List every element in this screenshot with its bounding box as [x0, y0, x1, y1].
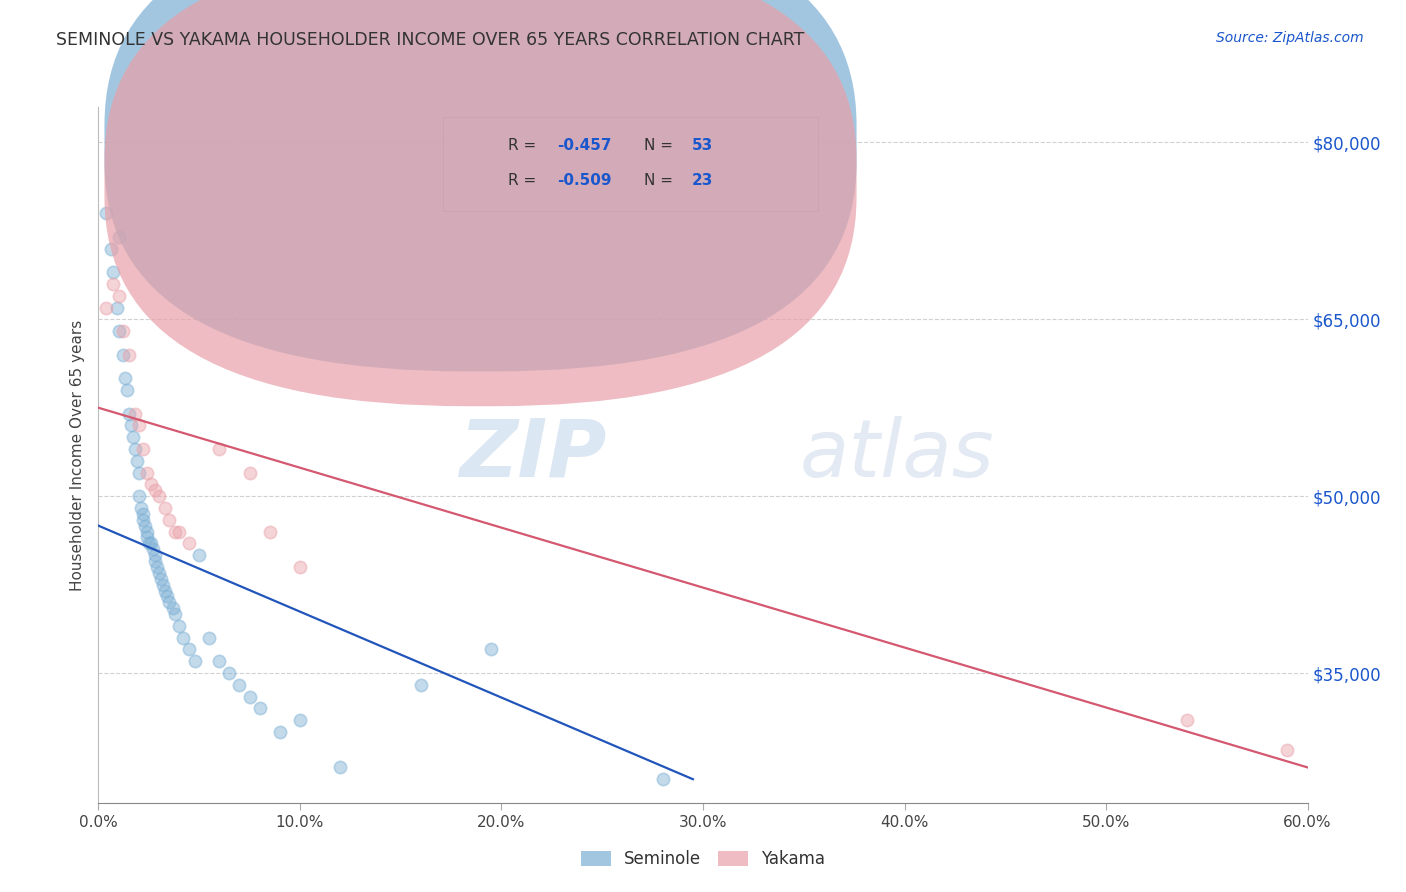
Point: [128, 489, 150, 503]
Text: R =: R =: [509, 173, 541, 188]
Point: [107, 324, 129, 338]
Point: [153, 500, 176, 515]
Point: [134, 518, 156, 533]
Point: [409, 678, 432, 692]
Point: [107, 289, 129, 303]
Point: [128, 466, 150, 480]
Point: [162, 601, 184, 615]
Point: [172, 631, 194, 645]
Text: ZIP: ZIP: [458, 416, 606, 494]
Legend: Seminole, Yakama: Seminole, Yakama: [574, 843, 832, 874]
FancyBboxPatch shape: [443, 118, 818, 211]
Point: [208, 442, 231, 456]
Point: [239, 466, 262, 480]
Point: [146, 560, 169, 574]
Point: [105, 301, 128, 315]
Point: [132, 507, 155, 521]
Point: [157, 595, 180, 609]
Point: [118, 407, 141, 421]
Text: SEMINOLE VS YAKAMA HOUSEHOLDER INCOME OVER 65 YEARS CORRELATION CHART: SEMINOLE VS YAKAMA HOUSEHOLDER INCOME OV…: [56, 31, 804, 49]
Text: Source: ZipAtlas.com: Source: ZipAtlas.com: [1216, 31, 1364, 45]
Point: [100, 242, 122, 256]
Point: [167, 619, 190, 633]
Point: [135, 466, 157, 480]
Point: [1277, 743, 1299, 757]
Point: [132, 442, 155, 456]
Text: -0.457: -0.457: [557, 138, 612, 153]
Point: [107, 229, 129, 244]
Text: N =: N =: [644, 173, 678, 188]
Point: [120, 418, 142, 433]
Point: [208, 654, 231, 668]
Point: [481, 642, 503, 657]
Point: [259, 524, 281, 539]
Point: [218, 666, 240, 681]
Point: [96, 206, 118, 220]
Point: [139, 477, 162, 491]
Point: [125, 454, 148, 468]
Point: [188, 548, 211, 562]
Point: [115, 383, 138, 397]
Y-axis label: Householder Income Over 65 years: Householder Income Over 65 years: [70, 319, 86, 591]
Text: R =: R =: [509, 138, 541, 153]
Point: [138, 536, 160, 550]
Point: [288, 560, 311, 574]
Point: [111, 348, 134, 362]
Point: [269, 725, 291, 739]
Point: [177, 536, 201, 550]
Point: [111, 324, 134, 338]
FancyBboxPatch shape: [104, 0, 856, 406]
Text: atlas: atlas: [800, 416, 994, 494]
Point: [288, 713, 311, 727]
Point: [114, 371, 136, 385]
Point: [651, 772, 673, 787]
Text: N =: N =: [644, 138, 678, 153]
Point: [157, 513, 180, 527]
Point: [143, 548, 166, 562]
Point: [329, 760, 352, 774]
Point: [142, 542, 165, 557]
Point: [96, 301, 118, 315]
Point: [228, 678, 250, 692]
Point: [101, 277, 124, 291]
Text: 53: 53: [692, 138, 713, 153]
Point: [135, 524, 157, 539]
Text: -0.509: -0.509: [557, 173, 612, 188]
Point: [249, 701, 271, 715]
Point: [184, 654, 207, 668]
Point: [177, 642, 201, 657]
Point: [198, 631, 221, 645]
Point: [143, 554, 166, 568]
Point: [129, 500, 152, 515]
Point: [143, 483, 166, 498]
Point: [163, 607, 186, 621]
Point: [1175, 713, 1198, 727]
Point: [101, 265, 124, 279]
Point: [148, 566, 170, 580]
Point: [163, 524, 186, 539]
Point: [139, 536, 162, 550]
Point: [149, 572, 172, 586]
Point: [135, 531, 157, 545]
Point: [239, 690, 262, 704]
Point: [153, 583, 176, 598]
Point: [156, 590, 179, 604]
Point: [128, 418, 150, 433]
Point: [121, 430, 143, 444]
Point: [148, 489, 170, 503]
FancyBboxPatch shape: [104, 0, 856, 371]
Point: [124, 442, 146, 456]
Point: [124, 407, 146, 421]
Point: [118, 348, 141, 362]
Point: [152, 577, 174, 591]
Point: [167, 524, 190, 539]
Point: [132, 513, 155, 527]
Text: 23: 23: [692, 173, 713, 188]
